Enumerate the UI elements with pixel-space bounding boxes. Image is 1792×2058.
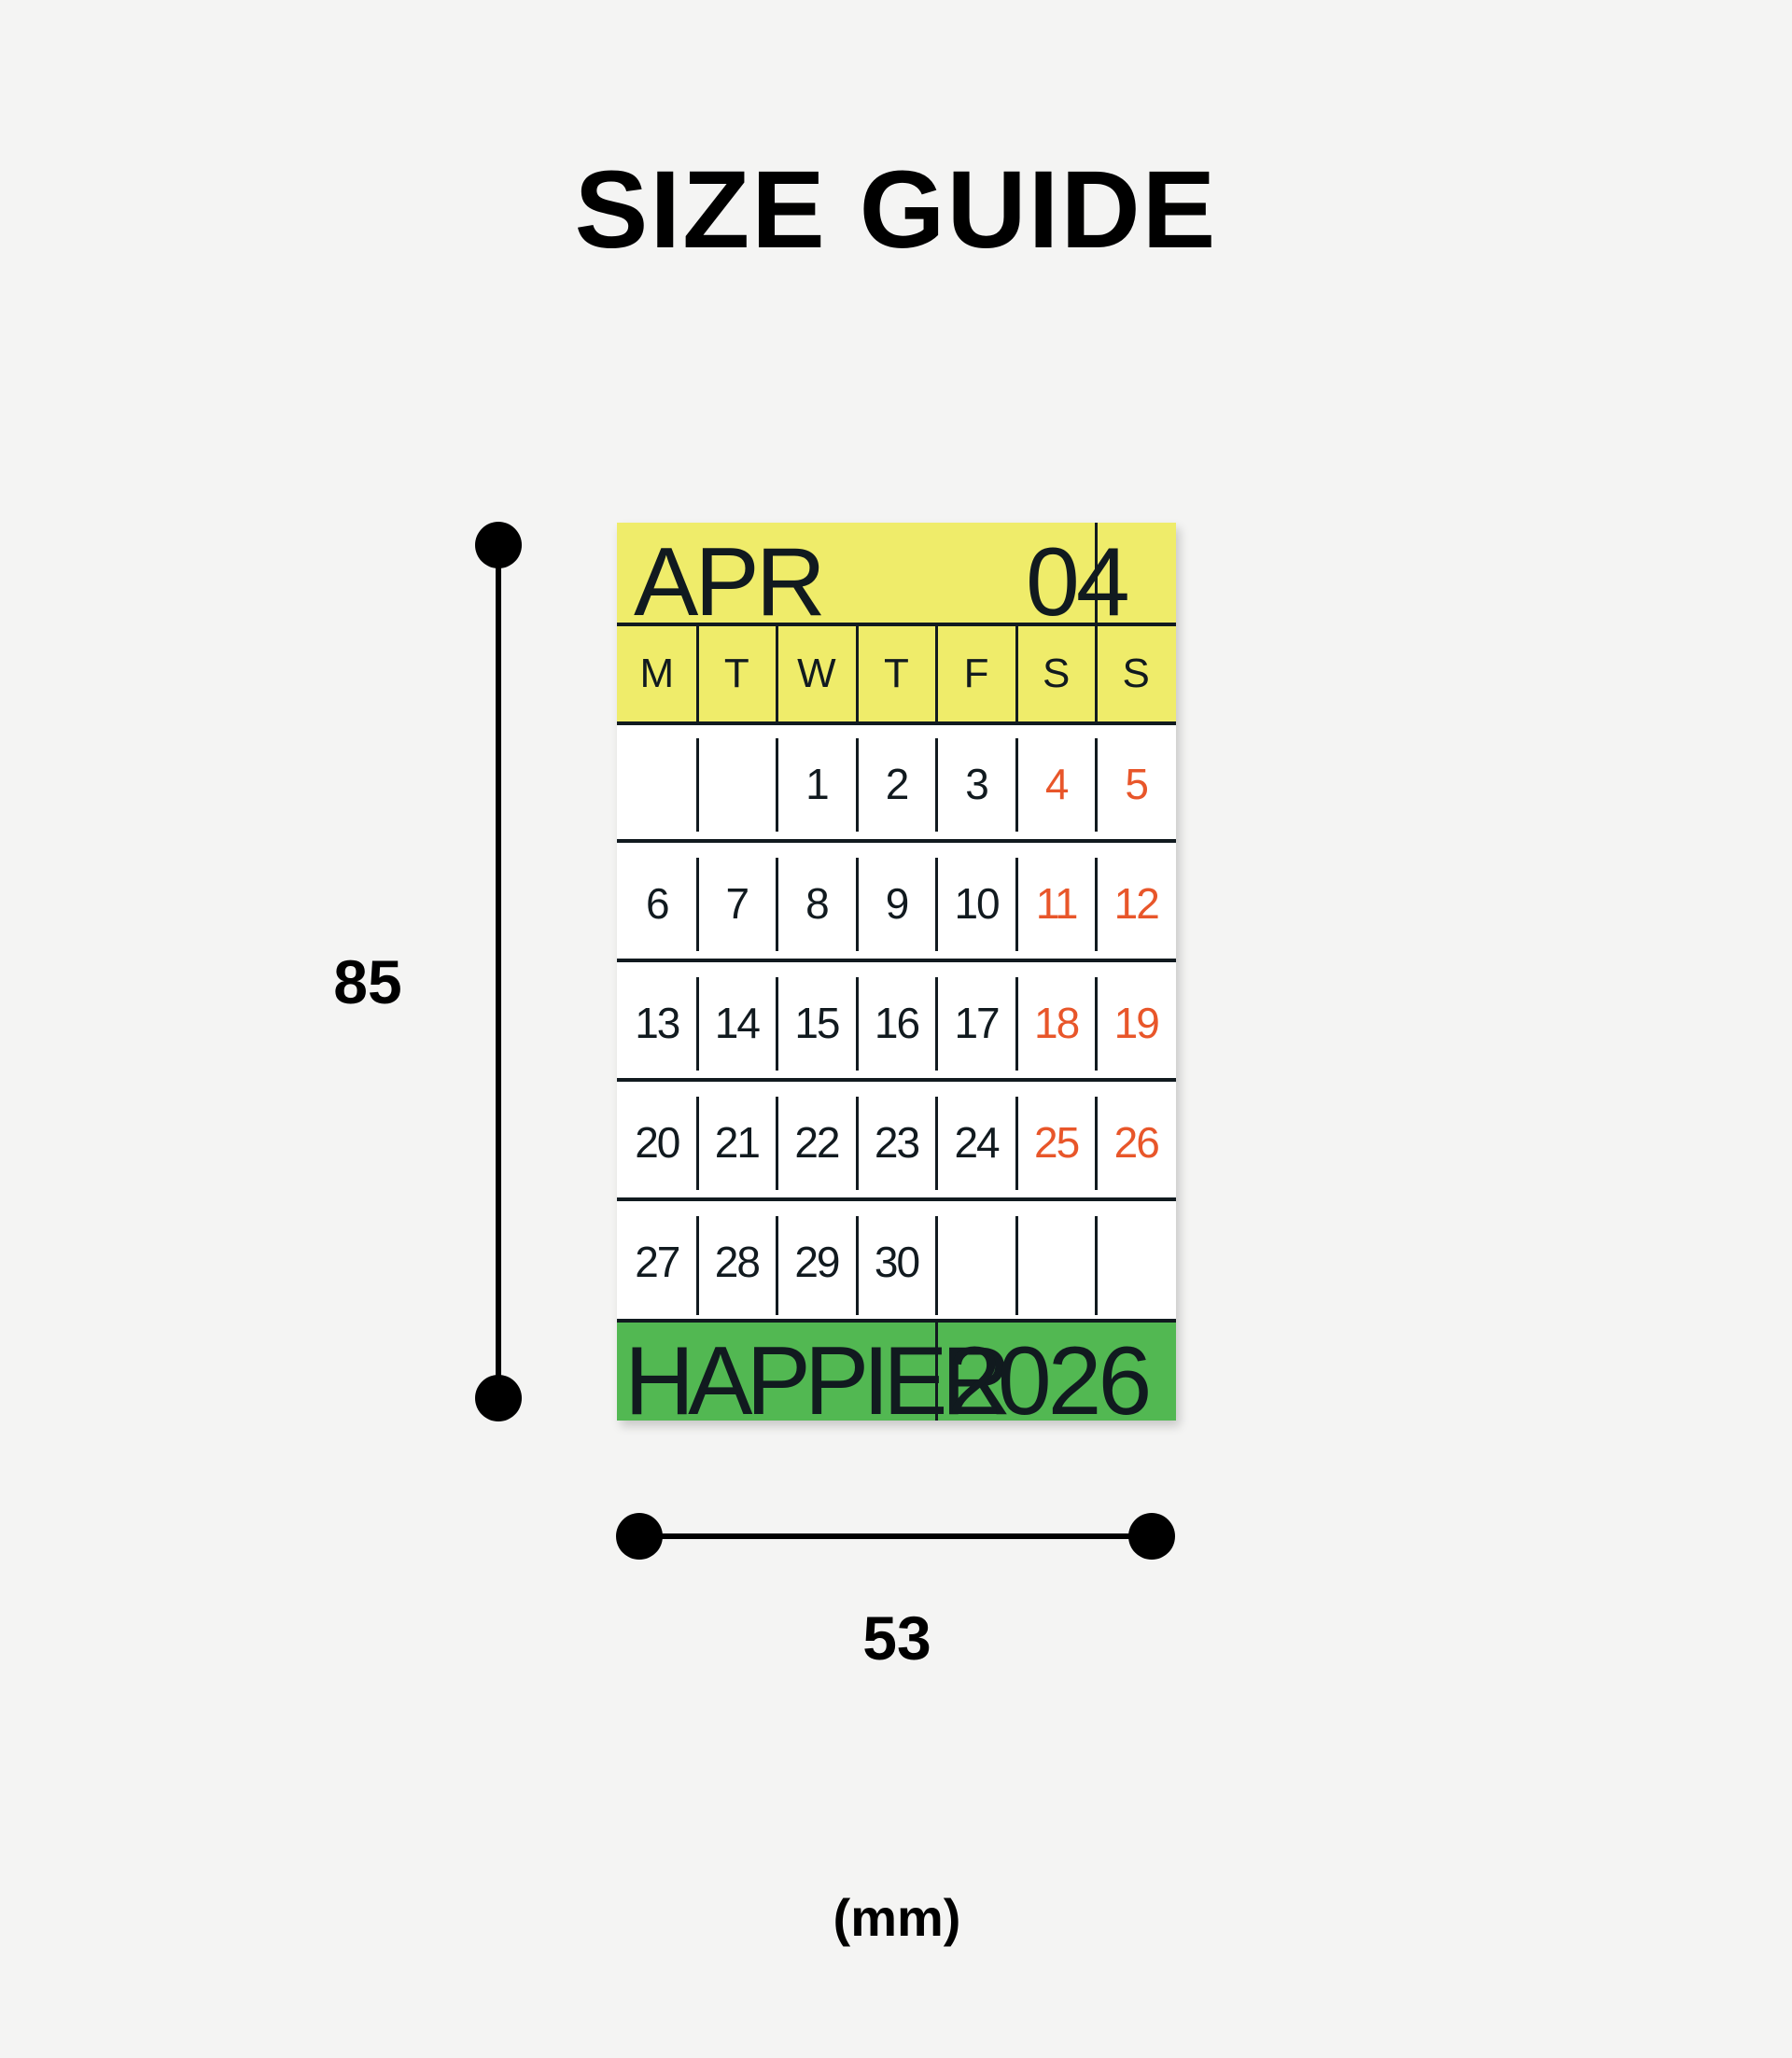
- date-cell: 4: [1044, 760, 1070, 808]
- cell-divider: [776, 1216, 779, 1315]
- date-cell: 28: [714, 1238, 761, 1286]
- row-divider: [617, 959, 1176, 962]
- weekday-divider: [776, 623, 779, 723]
- weekday-5: S: [1042, 651, 1071, 696]
- date-cell: 27: [635, 1238, 680, 1286]
- cell-divider: [855, 1097, 859, 1190]
- date-cell: 3: [965, 760, 989, 808]
- cell-divider: [695, 1097, 699, 1190]
- date-cell: 5: [1125, 760, 1149, 808]
- date-cell: 26: [1113, 1118, 1160, 1167]
- date-cell: 2: [885, 760, 910, 808]
- cell-divider: [1095, 738, 1099, 832]
- weekday-divider: [695, 623, 699, 723]
- cell-divider: [855, 1216, 859, 1315]
- weekday-0: M: [639, 651, 675, 696]
- cell-divider: [1015, 1097, 1018, 1190]
- calendar-footer: [617, 1321, 1176, 1421]
- row-divider: [617, 839, 1176, 843]
- row-divider: [617, 1078, 1176, 1082]
- date-cell: 19: [1113, 999, 1160, 1047]
- width-left-dot: [616, 1513, 663, 1560]
- cell-divider: [855, 977, 859, 1071]
- date-cell: 7: [725, 879, 750, 928]
- page-title: SIZE GUIDE: [574, 148, 1218, 272]
- cell-divider: [695, 858, 699, 951]
- cell-divider: [935, 1097, 939, 1190]
- cell-divider: [1095, 858, 1099, 951]
- date-cell: 21: [714, 1118, 761, 1167]
- row-divider: [617, 623, 1176, 626]
- cell-divider: [935, 977, 939, 1071]
- cell-divider: [1095, 1097, 1099, 1190]
- cell-divider: [855, 858, 859, 951]
- cell-divider: [776, 738, 779, 832]
- brand-name: HAPPIER: [624, 1327, 1012, 1435]
- width-right-dot: [1128, 1513, 1175, 1560]
- row-divider: [617, 721, 1176, 725]
- date-cell: 24: [954, 1118, 1000, 1167]
- unit-label: (mm): [833, 1888, 961, 1947]
- cell-divider: [776, 1097, 779, 1190]
- weekday-1: T: [723, 651, 749, 696]
- cell-divider: [935, 738, 939, 832]
- weekday-divider: [855, 623, 859, 723]
- cell-divider: [695, 738, 699, 832]
- date-cell: 8: [805, 879, 830, 928]
- cell-divider: [1015, 738, 1018, 832]
- height-label: 85: [333, 947, 402, 1016]
- height-top-dot: [475, 522, 522, 568]
- date-cell: 14: [714, 999, 761, 1047]
- row-divider: [617, 1319, 1176, 1323]
- date-cell: 11: [1035, 879, 1079, 928]
- cell-divider: [1015, 977, 1018, 1071]
- row-divider: [617, 1197, 1176, 1201]
- date-cell: 23: [874, 1118, 920, 1167]
- cell-divider: [695, 977, 699, 1071]
- width-dimension-line: [639, 1533, 1152, 1539]
- cell-divider: [935, 858, 939, 951]
- cell-divider: [935, 1216, 939, 1315]
- month-name: APR: [634, 528, 826, 637]
- date-cell: 6: [645, 879, 670, 928]
- date-cell: 9: [885, 879, 910, 928]
- weekday-2: W: [797, 651, 836, 696]
- date-cell: 20: [635, 1118, 680, 1167]
- weekday-divider: [1095, 623, 1099, 723]
- date-cell: 16: [874, 999, 920, 1047]
- cell-divider: [1095, 1216, 1099, 1315]
- date-cell: 25: [1034, 1118, 1080, 1167]
- width-label: 53: [862, 1603, 931, 1673]
- date-cell: 13: [635, 999, 680, 1047]
- cell-divider: [776, 858, 779, 951]
- date-cell: 1: [805, 760, 830, 808]
- cell-divider: [1015, 858, 1018, 951]
- weekday-3: T: [884, 651, 909, 696]
- height-bottom-dot: [475, 1375, 522, 1421]
- date-cell: 30: [874, 1238, 920, 1286]
- weekday-4: F: [963, 651, 989, 696]
- cell-divider: [1015, 1216, 1018, 1315]
- date-cell: 17: [954, 999, 1000, 1047]
- header-divider: [1095, 523, 1099, 623]
- date-cell: 29: [794, 1238, 840, 1286]
- cell-divider: [855, 738, 859, 832]
- weekday-divider: [935, 623, 939, 723]
- calendar-card: APR 04 HAPPIER 2026 M T W T F S S 1 2 3 4 5 6 7 8 9 10 11…: [617, 523, 1176, 1430]
- date-cell: 18: [1034, 999, 1080, 1047]
- date-cell: 10: [954, 879, 1000, 928]
- date-cell: 22: [794, 1118, 840, 1167]
- month-number: 04: [1026, 528, 1130, 637]
- cell-divider: [695, 1216, 699, 1315]
- weekday-divider: [1015, 623, 1018, 723]
- weekday-6: S: [1122, 651, 1150, 696]
- footer-divider: [935, 1321, 939, 1421]
- height-dimension-line: [496, 545, 501, 1398]
- year: 2026: [947, 1327, 1152, 1435]
- date-cell: 12: [1113, 879, 1160, 928]
- date-cell: 15: [794, 999, 840, 1047]
- cell-divider: [1095, 977, 1099, 1071]
- cell-divider: [776, 977, 779, 1071]
